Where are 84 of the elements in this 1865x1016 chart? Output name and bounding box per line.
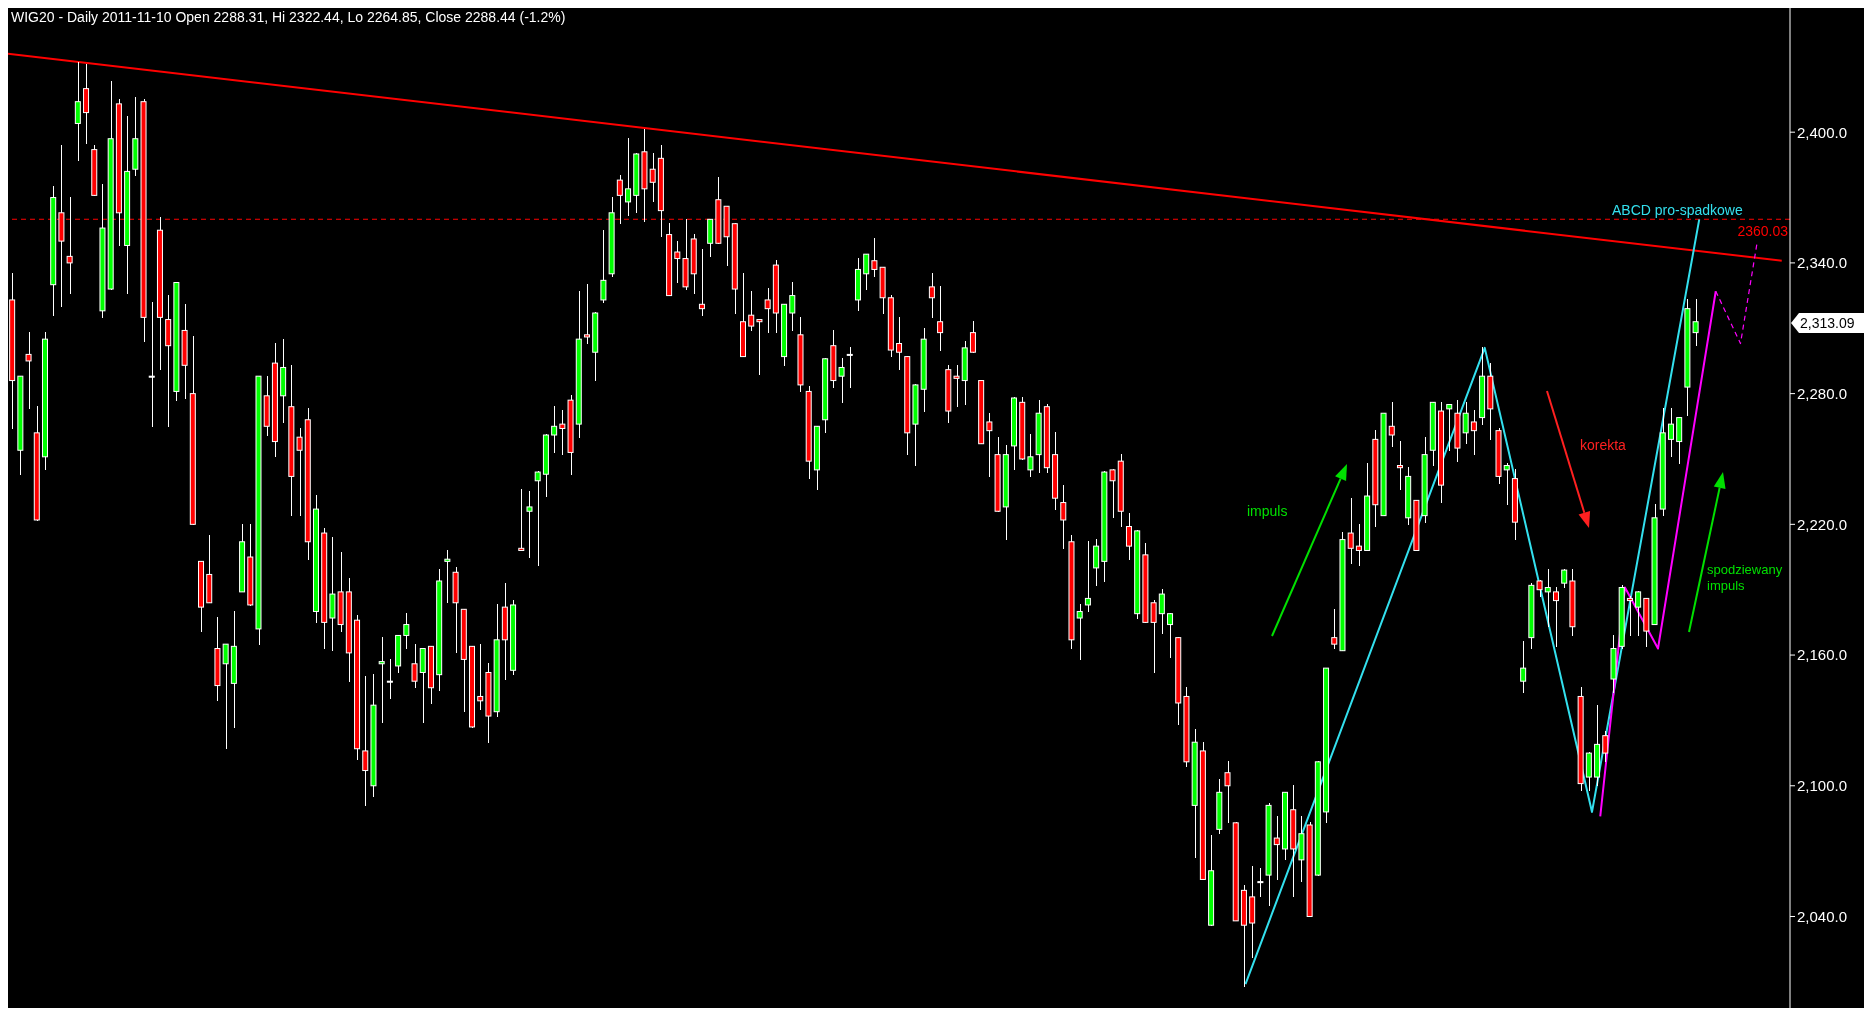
candlestick <box>625 138 632 216</box>
candlestick <box>222 643 229 750</box>
candlestick <box>1462 401 1469 445</box>
candlestick <box>1446 403 1453 451</box>
y-tick-label: 2,220.0 <box>1797 515 1848 533</box>
candlestick <box>748 290 755 332</box>
candlestick <box>707 218 714 257</box>
candlestick <box>1060 484 1067 549</box>
candlestick <box>296 427 303 517</box>
chart-title: WIG20 - Daily 2011-11-10 Open 2288.31, Hi 2322.44, Lo 2264.85, Close 2288.44 (-1.2%) <box>11 9 566 25</box>
candlestick <box>1355 523 1362 567</box>
candlestick <box>1602 730 1609 763</box>
candlestick <box>74 61 81 162</box>
candlestick <box>863 253 870 290</box>
candlestick <box>846 347 853 388</box>
candlestick <box>1257 867 1264 898</box>
y-tick-label: 2,160.0 <box>1797 646 1848 664</box>
candlestick <box>1544 569 1551 628</box>
candlestick <box>1224 761 1231 824</box>
candlestick <box>444 549 451 604</box>
candlestick <box>1388 401 1395 447</box>
candlestick <box>1273 815 1280 881</box>
candlestick <box>526 491 533 558</box>
candlestick <box>838 358 845 403</box>
candlestick <box>1331 608 1338 650</box>
candlestick <box>1676 416 1683 464</box>
candlestick <box>403 613 410 650</box>
candlestick <box>477 643 484 711</box>
candlestick <box>928 273 935 318</box>
candlestick <box>674 240 681 284</box>
candlestick <box>419 647 426 724</box>
candlestick <box>411 643 418 689</box>
candlestick <box>756 318 763 375</box>
candlestick <box>1109 469 1116 519</box>
y-tick-label: 2,100.0 <box>1797 777 1848 795</box>
candlestick <box>559 410 566 456</box>
y-tick-label: 2,400.0 <box>1797 123 1848 141</box>
candlestick <box>518 488 525 552</box>
annotation: korekta <box>1580 437 1627 453</box>
candlestick <box>986 412 993 478</box>
candlestick <box>1076 604 1083 661</box>
candlestick <box>83 64 90 144</box>
line-series <box>1244 218 1701 986</box>
candlestick <box>551 406 558 454</box>
candlestick <box>600 229 607 303</box>
text: 2,313.09 <box>1800 315 1855 331</box>
candlestick <box>378 637 385 724</box>
candlestick <box>1093 538 1100 586</box>
candlestick <box>649 153 656 203</box>
candlestick <box>953 364 960 408</box>
ref-line-label: 2360.03 <box>1737 223 1789 240</box>
candlestick <box>1520 641 1527 693</box>
candlestick <box>583 284 590 345</box>
candlestick <box>1167 613 1174 658</box>
candlestick <box>789 281 796 332</box>
candlestick <box>1396 440 1403 491</box>
candlestick <box>1503 462 1510 506</box>
candlestick <box>1470 410 1477 456</box>
candlestick <box>362 676 369 806</box>
candlestick <box>764 288 771 334</box>
candlestick <box>896 316 903 371</box>
candlestick <box>1347 497 1354 565</box>
candlestick <box>1158 589 1165 634</box>
annotation: impuls <box>1247 503 1288 519</box>
annotation: ABCD pro-spadkowe <box>1612 202 1743 218</box>
y-tick-label: 2,040.0 <box>1797 907 1848 925</box>
candlestick <box>937 286 944 351</box>
candlestick <box>534 471 541 567</box>
candlestick <box>1667 408 1674 458</box>
candlestick <box>1585 752 1592 791</box>
candlestick <box>25 332 32 410</box>
candlestick <box>386 658 393 700</box>
candlestick <box>1125 512 1132 560</box>
annotation: spodziewany impuls <box>1707 562 1783 593</box>
candlestick <box>148 301 155 427</box>
candlestick <box>1635 591 1642 637</box>
candlestick <box>1626 595 1633 637</box>
candlestick <box>1552 586 1559 647</box>
candlestick <box>1027 434 1034 478</box>
candlestick <box>698 249 705 316</box>
y-tick-label: 2,280.0 <box>1797 384 1848 402</box>
y-tick-label: 2,340.0 <box>1797 254 1848 272</box>
candlestick <box>969 321 976 353</box>
candlestick <box>1084 541 1091 613</box>
